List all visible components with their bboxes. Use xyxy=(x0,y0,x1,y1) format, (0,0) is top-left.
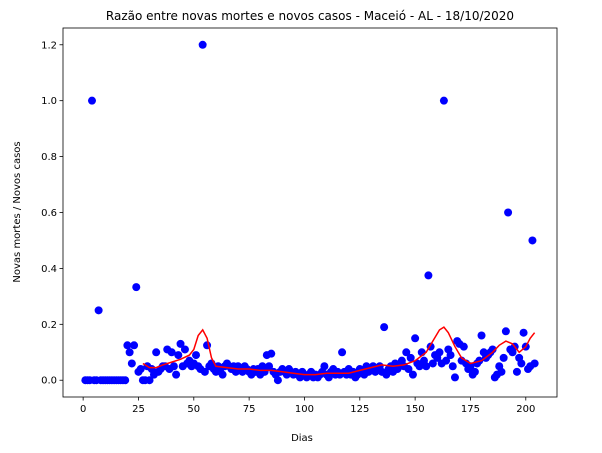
point xyxy=(121,376,130,385)
point xyxy=(380,323,389,332)
point xyxy=(477,331,486,340)
point xyxy=(267,349,276,358)
x-tick-label: 0 xyxy=(80,404,86,415)
point xyxy=(406,353,415,362)
x-tick-label: 150 xyxy=(406,404,425,415)
point xyxy=(459,342,468,351)
point xyxy=(497,367,506,376)
point xyxy=(123,341,132,350)
point xyxy=(169,362,178,371)
y-tick-label: 0.4 xyxy=(41,264,57,275)
point xyxy=(442,356,451,365)
point xyxy=(320,362,329,371)
point xyxy=(528,236,537,245)
point xyxy=(435,348,444,357)
point xyxy=(192,351,201,360)
point xyxy=(273,376,282,385)
point xyxy=(174,351,183,360)
point xyxy=(338,348,347,357)
point xyxy=(172,370,181,379)
point xyxy=(152,348,161,357)
point xyxy=(130,341,139,350)
point xyxy=(127,359,136,368)
point xyxy=(265,362,274,371)
point xyxy=(428,359,437,368)
x-tick-label: 125 xyxy=(350,404,369,415)
point xyxy=(200,367,209,376)
x-tick-label: 175 xyxy=(461,404,480,415)
point xyxy=(519,328,528,337)
point xyxy=(408,370,417,379)
y-tick-label: 1.2 xyxy=(41,40,57,51)
point xyxy=(466,362,475,371)
point xyxy=(450,373,459,382)
point xyxy=(530,359,539,368)
point xyxy=(488,345,497,354)
point xyxy=(424,271,433,280)
point xyxy=(439,96,448,105)
point xyxy=(180,345,189,354)
chart-title: Razão entre novas mortes e novos casos -… xyxy=(106,9,514,23)
y-tick-label: 0.0 xyxy=(41,376,57,387)
y-tick-label: 0.6 xyxy=(41,208,57,219)
point xyxy=(415,362,424,371)
y-tick-label: 1.0 xyxy=(41,96,57,107)
point xyxy=(446,351,455,360)
point xyxy=(422,362,431,371)
x-tick-label: 200 xyxy=(516,404,535,415)
point xyxy=(501,327,510,336)
point xyxy=(132,283,141,292)
point xyxy=(411,334,420,343)
point xyxy=(404,365,413,374)
point xyxy=(512,367,521,376)
point xyxy=(470,367,479,376)
point xyxy=(499,353,508,362)
point xyxy=(504,208,513,217)
point xyxy=(448,362,457,371)
point xyxy=(125,348,134,357)
point xyxy=(176,339,185,348)
point xyxy=(517,359,526,368)
point xyxy=(136,365,145,374)
point xyxy=(218,370,227,379)
y-tick-label: 0.2 xyxy=(41,320,57,331)
point xyxy=(167,348,176,357)
point xyxy=(94,306,103,315)
point xyxy=(87,96,96,105)
y-tick-label: 0.8 xyxy=(41,152,57,163)
plot-frame xyxy=(62,27,558,398)
y-axis-label: Novas mortes / Novos casos xyxy=(12,141,23,282)
x-tick-label: 25 xyxy=(132,404,145,415)
x-tick-label: 75 xyxy=(243,404,256,415)
point xyxy=(402,348,411,357)
point xyxy=(145,376,154,385)
trend-line xyxy=(142,326,536,376)
point xyxy=(198,40,207,49)
x-tick-label: 100 xyxy=(295,404,314,415)
x-tick-label: 50 xyxy=(187,404,200,415)
x-axis-label: Dias xyxy=(291,433,313,444)
